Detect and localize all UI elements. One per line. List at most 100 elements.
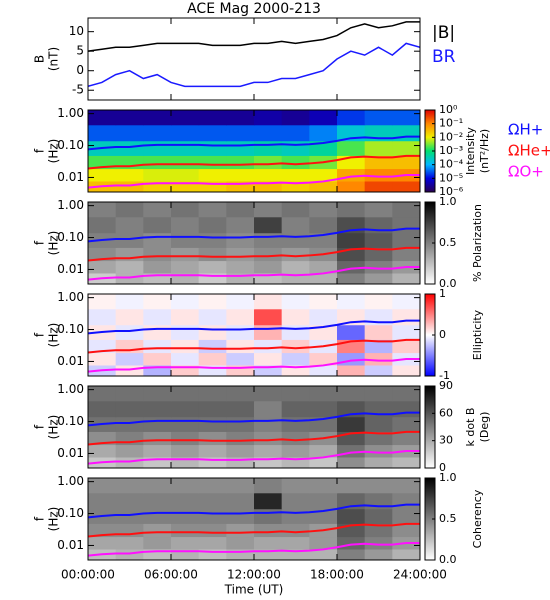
colorbar: [424, 385, 436, 469]
heatmap-cell: [281, 168, 310, 182]
y-axis-label: f: [33, 148, 47, 153]
heatmap-cell: [88, 294, 117, 310]
heatmap-cell: [198, 339, 227, 354]
heatmap-cell: [115, 536, 144, 550]
heatmap-cell: [309, 400, 338, 418]
heatmap-cell: [198, 444, 227, 458]
heatmap-cell: [115, 110, 144, 126]
heatmap-cell: [309, 364, 338, 376]
heatmap-cell: [392, 478, 420, 494]
y-tick-label: 0.10: [57, 506, 84, 520]
heatmap-cell: [281, 548, 310, 560]
y-tick-label: -5: [72, 83, 84, 97]
heatmap-cell: [364, 478, 393, 494]
heatmap-cell: [309, 110, 338, 126]
heatmap-cell: [392, 155, 420, 170]
heatmap-cell: [171, 308, 200, 326]
heatmap-cell: [309, 124, 338, 142]
heatmap-cell: [143, 202, 172, 218]
heatmap-cell: [254, 324, 283, 340]
heatmap-cell: [88, 202, 117, 218]
heatmap-cell: [254, 400, 283, 418]
colorbar-label: Coherency: [471, 489, 484, 548]
heatmap-cell: [143, 548, 172, 560]
heatmap-cell: [364, 294, 393, 310]
heatmap-cell: [171, 478, 200, 494]
heatmap-cell: [226, 272, 255, 284]
heatmap-cell: [198, 155, 227, 170]
heatmap-cell: [198, 492, 227, 510]
colorbar-label: (nT²/Hz): [478, 129, 491, 173]
colorbar-tick-label: 10⁰: [439, 103, 458, 116]
heatmap-cell: [171, 339, 200, 354]
heatmap-cell: [143, 247, 172, 262]
heatmap-cell: [198, 272, 227, 284]
heatmap-cell: [254, 523, 283, 538]
y-tick-label: 0: [76, 63, 84, 77]
heatmap-cell: [281, 431, 310, 446]
heatmap-cell: [226, 492, 255, 510]
heatmap-cell: [364, 140, 393, 156]
heatmap-cell: [171, 444, 200, 458]
y-tick-label: 0.01: [57, 262, 84, 276]
gyro-line: [88, 450, 420, 465]
heatmap-cell: [88, 308, 117, 326]
colorbar-label: Intensity: [464, 127, 477, 175]
heatmap-cell: [198, 294, 227, 310]
heatmap-cell: [171, 180, 200, 192]
y-tick-label: 10: [69, 24, 84, 38]
heatmap-cell: [309, 216, 338, 234]
heatmap-cell: [254, 110, 283, 126]
y-axis-label: (Hz): [47, 231, 61, 256]
gyro-line: [88, 135, 420, 151]
y-tick-label: 0.01: [57, 354, 84, 368]
heatmap-cell: [115, 232, 144, 248]
heatmap-cell: [281, 456, 310, 468]
heatmap-cell: [115, 294, 144, 310]
colorbar-tick-label: 10⁻⁶: [439, 185, 464, 198]
colorbar-tick-label: 10⁻²: [439, 130, 463, 143]
heatmap-cell: [171, 294, 200, 310]
heatmap-cell: [198, 180, 227, 192]
heatmap-cell: [364, 523, 393, 538]
heatmap-cell: [143, 492, 172, 510]
heatmap-cell: [226, 308, 255, 326]
heatmap-cell: [198, 508, 227, 524]
legend-label: ΩHe+: [508, 142, 550, 160]
gyro-line: [88, 154, 420, 170]
heatmap-cell: [115, 548, 144, 560]
heatmap-cell: [88, 260, 117, 274]
heatmap-cell: [309, 180, 338, 192]
heatmap-cell: [198, 386, 227, 402]
heatmap-cell: [171, 416, 200, 432]
colorbar-label: (Deg): [478, 412, 491, 443]
heatmap-cell: [281, 155, 310, 170]
heatmap-cell: [143, 180, 172, 192]
heatmap-cell: [337, 508, 366, 524]
heatmap-cell: [198, 140, 227, 156]
heatmap-cell: [364, 364, 393, 376]
heatmap-cell: [143, 155, 172, 170]
colorbar-tick-label: 10⁻⁵: [439, 171, 463, 184]
heatmap-cell: [88, 536, 117, 550]
heatmap-cell: [364, 247, 393, 262]
x-tick-label: 24:00:00: [393, 568, 447, 582]
heatmap-cell: [281, 478, 310, 494]
heatmap-cell: [226, 155, 255, 170]
heatmap-cell: [226, 168, 255, 182]
heatmap-cell: [88, 386, 117, 402]
y-tick-label: 0.01: [57, 538, 84, 552]
heatmap-cell: [226, 232, 255, 248]
heatmap-cell: [115, 260, 144, 274]
y-axis-label: (Hz): [47, 507, 61, 532]
heatmap-cell: [281, 339, 310, 354]
heatmap-cell: [392, 400, 420, 418]
heatmap-cell: [143, 352, 172, 366]
heatmap-cell: [254, 168, 283, 182]
plot-area: [88, 294, 420, 376]
heatmap-cell: [143, 431, 172, 446]
colorbar-label: Ellipticity: [471, 309, 484, 360]
heatmap-cell: [392, 232, 420, 248]
y-tick-label: 1.00: [57, 106, 84, 120]
